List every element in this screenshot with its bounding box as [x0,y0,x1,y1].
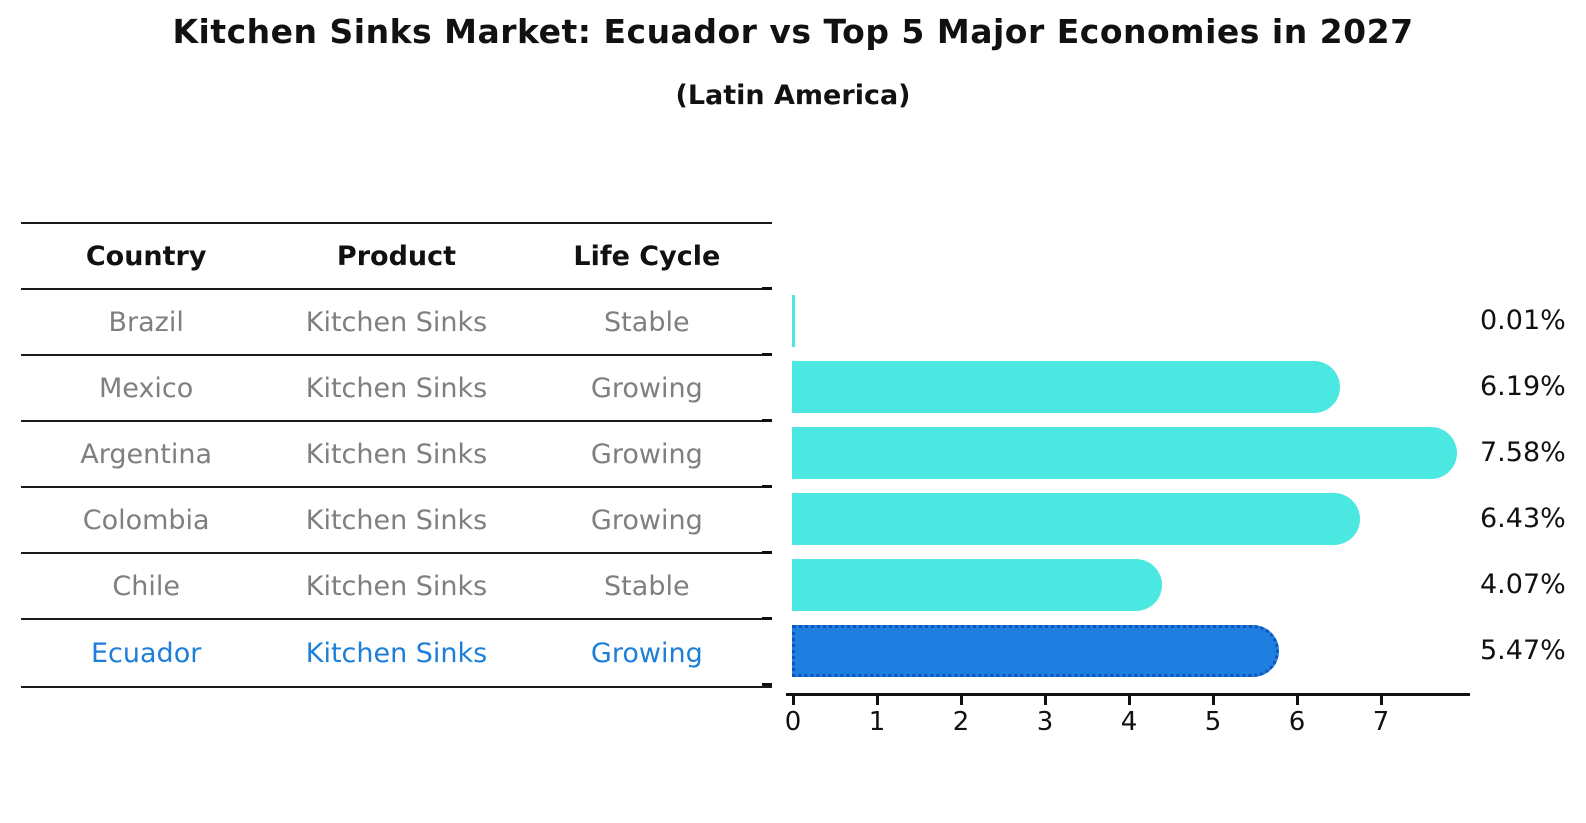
table-row-chile: Chile Kitchen Sinks Stable [21,554,772,620]
cell-country: Ecuador [91,637,202,669]
bar-ecuador-highlighted [792,625,1280,677]
bar-colombia [792,493,1361,545]
cell-country: Chile [112,570,180,602]
cell-product: Kitchen Sinks [305,372,488,404]
bar-argentina [792,427,1457,479]
bar-brazil [792,295,795,347]
bar-row-ecuador [792,618,1552,684]
cell-country: Colombia [82,504,210,536]
value-label-brazil: 0.01% [1480,305,1566,336]
cell-life-cycle: Stable [604,570,690,602]
cell-product: Kitchen Sinks [305,570,488,602]
cell-life-cycle: Growing [590,372,703,404]
x-axis-tick [1296,696,1299,705]
x-axis-tick [876,696,879,705]
bar-row-brazil [792,288,1552,354]
table-row-mexico: Mexico Kitchen Sinks Growing [21,356,772,422]
value-label-argentina: 7.58% [1480,437,1566,468]
value-label-chile: 4.07% [1480,569,1566,600]
chart-title: Kitchen Sinks Market: Ecuador vs Top 5 M… [172,12,1414,51]
x-tick-label-7: 7 [1372,707,1390,737]
cell-product: Kitchen Sinks [305,438,488,470]
x-tick-label-6: 6 [1288,707,1306,737]
x-tick-label-4: 4 [1120,707,1138,737]
cell-country: Argentina [80,438,213,470]
table-row-argentina: Argentina Kitchen Sinks Growing [21,422,772,488]
value-label-colombia: 6.43% [1480,503,1566,534]
x-tick-label-3: 3 [1036,707,1054,737]
bar-chile [792,559,1162,611]
y-axis-tick [762,683,772,686]
bar-row-chile [792,552,1552,618]
y-axis-tick [762,353,772,356]
cell-product: Kitchen Sinks [305,306,488,338]
cell-country: Mexico [99,372,194,404]
x-tick-label-5: 5 [1204,707,1222,737]
bar-row-mexico [792,354,1552,420]
column-header-life-cycle: Life Cycle [573,240,721,272]
x-axis-tick [960,696,963,705]
x-axis-line [786,693,1470,696]
value-label-mexico: 6.19% [1480,371,1566,402]
x-tick-label-0: 0 [784,707,802,737]
x-axis-tick [1044,696,1047,705]
column-header-product: Product [336,240,457,272]
x-axis-tick [1128,696,1131,705]
table-row-ecuador: Ecuador Kitchen Sinks Growing [21,620,772,686]
cell-life-cycle: Growing [590,504,703,536]
x-axis-tick [1380,696,1383,705]
cell-life-cycle: Growing [590,438,703,470]
y-axis-tick [762,419,772,422]
table-row-brazil: Brazil Kitchen Sinks Stable [21,290,772,356]
y-axis-tick [762,485,772,488]
x-tick-label-1: 1 [868,707,886,737]
value-label-ecuador: 5.47% [1480,635,1566,666]
chart-subtitle: (Latin America) [675,80,911,111]
cell-country: Brazil [108,306,184,338]
table-row-colombia: Colombia Kitchen Sinks Growing [21,488,772,554]
y-axis-tick [762,287,772,290]
x-tick-label-2: 2 [952,707,970,737]
y-axis-tick [762,617,772,620]
bar-row-colombia [792,486,1552,552]
y-axis-tick [762,551,772,554]
cell-life-cycle: Stable [604,306,690,338]
column-header-country: Country [85,240,207,272]
bar-row-argentina [792,420,1552,486]
bar-mexico [792,361,1340,413]
country-table: Country Product Life Cycle Brazil Kitche… [21,222,772,688]
table-header-row: Country Product Life Cycle [21,224,772,290]
x-axis-tick [1212,696,1215,705]
x-axis-tick [792,696,795,705]
cell-product: Kitchen Sinks [305,637,488,669]
cell-product: Kitchen Sinks [305,504,488,536]
cell-life-cycle: Growing [590,637,703,669]
